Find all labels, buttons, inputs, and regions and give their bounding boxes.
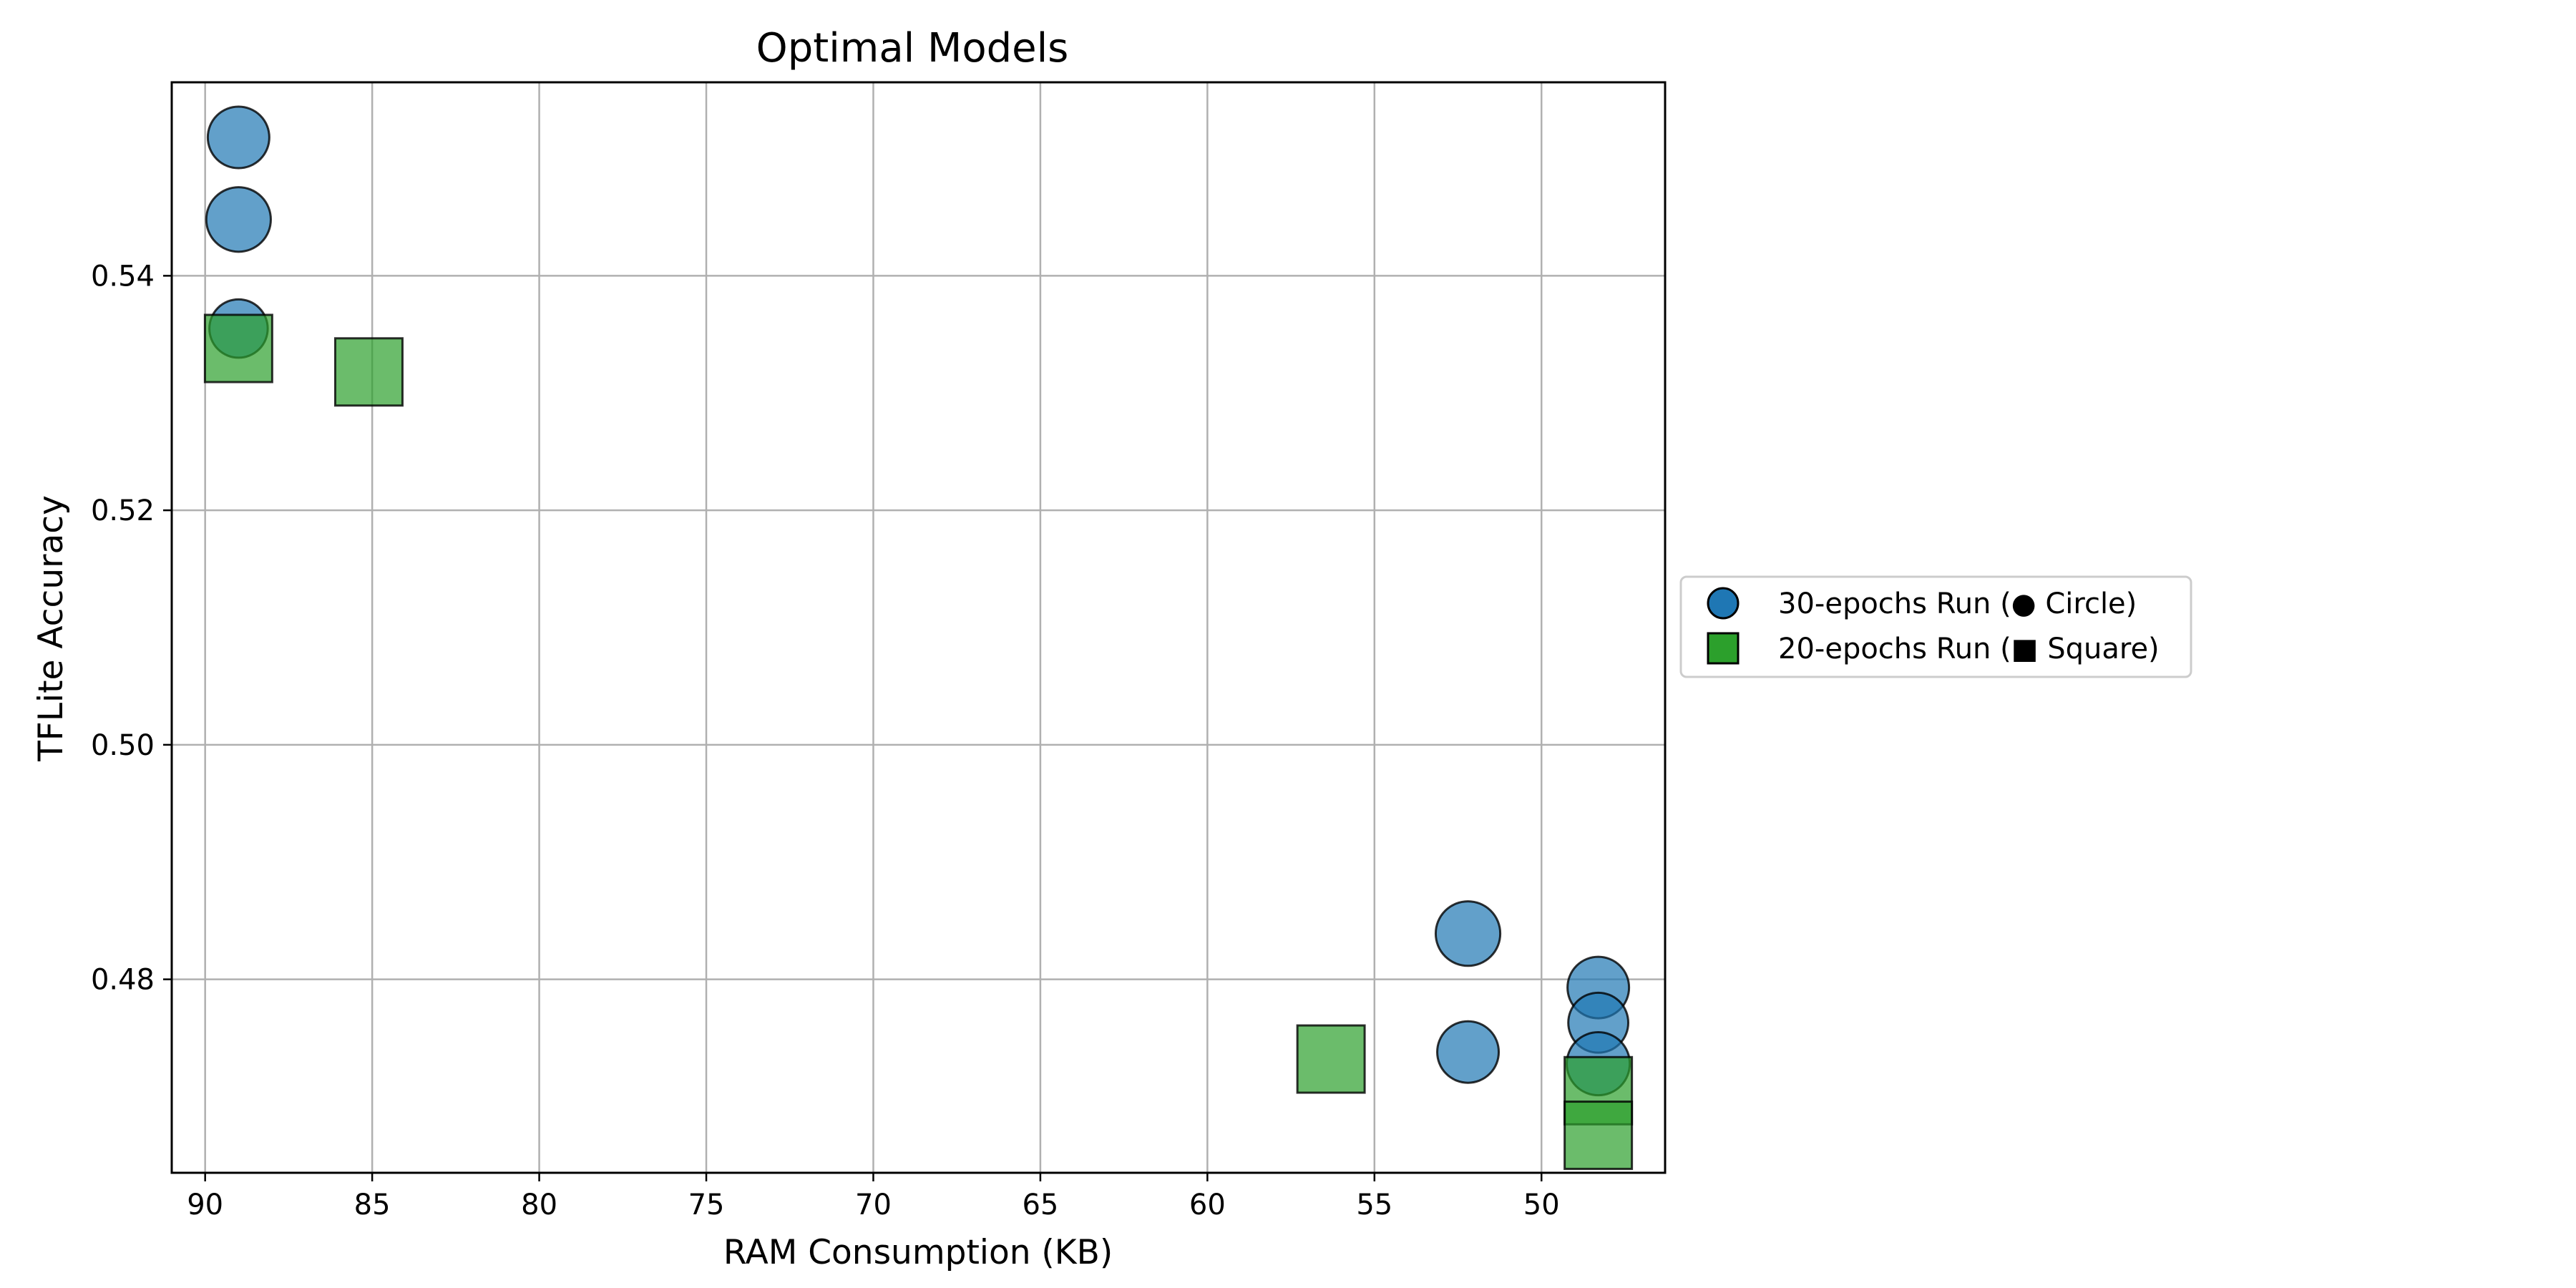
x-tick-label: 85 [354,1189,391,1221]
scatter-point-square [203,313,273,384]
legend-box [1679,575,2192,678]
y-tick-label: 0.48 [91,964,155,997]
legend-label: 30-epochs Run (● Circle) [1778,587,2137,620]
y-tick-label: 0.52 [91,494,155,527]
scatter-point-circle [205,186,272,253]
legend-marker-circle [1707,587,1740,620]
scatter-point-circle [206,105,270,170]
scatter-point-square [333,337,404,407]
x-tick-label: 60 [1189,1189,1226,1221]
scatter-point-square [1296,1024,1366,1094]
x-tick-label: 50 [1523,1189,1560,1221]
x-axis-label: RAM Consumption (KB) [723,1233,1113,1272]
scatter-point-circle [1436,1020,1501,1084]
x-tick-label: 55 [1356,1189,1392,1221]
y-tick-label: 0.54 [91,260,155,293]
legend-label: 20-epochs Run (■ Square) [1778,633,2160,665]
legend: 30-epochs Run (● Circle) 20-epochs Run (■… [1679,575,2192,678]
x-tick-label: 65 [1022,1189,1058,1221]
x-tick-label: 80 [521,1189,557,1221]
grid [172,82,1665,1173]
x-tick-label: 75 [688,1189,725,1221]
plot-frame [170,81,1667,1174]
y-tick-label: 0.50 [91,729,155,762]
x-tick-label: 70 [855,1189,892,1221]
x-tick-label: 90 [187,1189,223,1221]
scatter-point-square [1563,1101,1634,1171]
y-axis-label: TFLite Accuracy [31,495,71,762]
plot-marks [203,105,1634,1171]
chart-title: Optimal Models [756,25,1069,72]
axis-ticks: 90 85 80 75 70 65 60 55 50 0.48 0.50 0.52 0.54 [91,260,1560,1221]
legend-marker-square [1707,632,1740,665]
scatter-point-circle [1434,900,1502,967]
